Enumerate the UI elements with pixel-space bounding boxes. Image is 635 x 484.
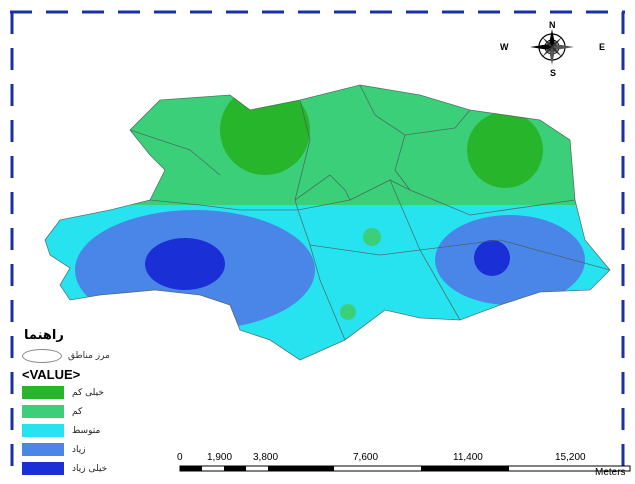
scale-label: 11,400 [453, 452, 483, 463]
legend-class-label: خیلی کم [72, 387, 104, 398]
legend-class-row: زیاد [22, 441, 192, 458]
compass-icon [530, 29, 574, 65]
legend-swatch [22, 405, 64, 418]
legend-class-row: خیلی کم [22, 384, 192, 401]
legend-class-label: زیاد [72, 444, 86, 455]
scale-bar [179, 465, 631, 472]
district-boundaries [44, 84, 611, 361]
legend-title: راهنما [24, 328, 64, 343]
legend-class-label: متوسط [72, 425, 101, 436]
map-zone [435, 215, 585, 305]
compass-south: S [550, 68, 557, 78]
map-zone [45, 85, 610, 205]
compass-west: W [500, 42, 509, 52]
map-zone [467, 112, 543, 188]
map-zone [474, 240, 510, 276]
scale-label: 15,200 [555, 452, 586, 463]
map-zone [220, 85, 310, 175]
legend-class-label: خیلی زیاد [72, 463, 108, 474]
map-border [10, 10, 625, 470]
legend: راهنما مرز مناطق <VALUE> خیلی کم کم متوسط ز… [22, 328, 192, 477]
legend-class-row: متوسط [22, 422, 192, 439]
legend-class-label: کم [72, 406, 83, 417]
scale-label: 1,900 [207, 452, 233, 463]
legend-boundary-row: مرز مناطق [22, 349, 192, 363]
scale-labels: 0 1,900 3,800 7,600 11,400 15,200 Meters [170, 452, 630, 478]
legend-swatch [22, 462, 64, 475]
scale-unit: Meters [595, 467, 626, 478]
boundary-label: مرز مناطق [68, 351, 110, 361]
value-heading: <VALUE> [22, 367, 81, 382]
compass-north: N [549, 20, 556, 30]
legend-class-row: کم [22, 403, 192, 420]
boundary-swatch [22, 349, 62, 363]
map-zone [363, 228, 381, 246]
legend-swatch [22, 386, 64, 399]
scale-label: 0 [177, 452, 183, 463]
map-zone [340, 304, 356, 320]
compass-east: E [599, 42, 606, 52]
legend-class-row: خیلی زیاد [22, 460, 192, 477]
legend-swatch [22, 424, 64, 437]
legend-swatch [22, 443, 64, 456]
map-zone [145, 238, 225, 290]
scale-label: 3,800 [253, 452, 279, 463]
scale-label: 7,600 [353, 452, 379, 463]
